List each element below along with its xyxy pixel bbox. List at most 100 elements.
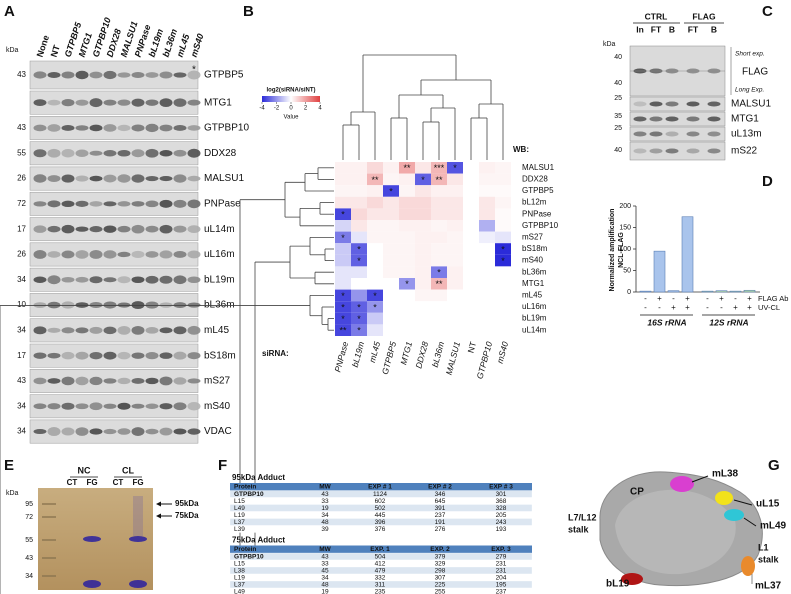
- table-title: 95kDa Adduct: [232, 473, 285, 482]
- blot-band: [173, 377, 187, 385]
- blot-band: [145, 428, 159, 435]
- significance-star: **: [435, 175, 443, 185]
- col-label: mL45: [367, 340, 382, 363]
- table-cell: 237: [496, 589, 507, 594]
- heatmap-cell: [383, 196, 399, 209]
- table-cell: GTPBP10: [234, 554, 264, 561]
- table-cell: L15: [234, 561, 245, 568]
- protein-highlight: [724, 509, 744, 521]
- y-tick-label: 0: [627, 289, 631, 296]
- condition-sign: +: [747, 303, 752, 312]
- significance-star: **: [435, 279, 443, 289]
- protein-band: [129, 536, 147, 542]
- y-tick-label: 50: [623, 267, 631, 274]
- heatmap-cell: [351, 301, 367, 313]
- blot-band: [159, 124, 173, 132]
- marker-label: 26: [17, 250, 26, 259]
- blot-band: [173, 225, 187, 233]
- heatmap-cell: [463, 220, 479, 232]
- heatmap-cell: [351, 324, 367, 336]
- blot-band: [47, 124, 61, 132]
- blot-band: [33, 225, 47, 233]
- table-cell: L39: [234, 526, 245, 533]
- blot-band: [173, 72, 187, 78]
- panel-label: E: [4, 457, 14, 474]
- heatmap-cell: [463, 324, 479, 336]
- heatmap-cell: [351, 312, 367, 325]
- heatmap-cell: [399, 220, 415, 232]
- blot-band: [89, 71, 103, 79]
- heatmap-cell: [415, 324, 431, 336]
- heatmap-cell: [479, 208, 495, 220]
- bar: [681, 216, 694, 293]
- col-label: mS40: [495, 340, 510, 364]
- marker-label: 34: [17, 401, 26, 410]
- significance-star: *: [357, 244, 361, 254]
- heatmap-cell: [463, 289, 479, 302]
- table-cell: 48: [321, 582, 329, 589]
- table-cell: 231: [496, 561, 507, 568]
- y-axis-label: Normalized amplification: [609, 209, 616, 292]
- blot-band: [686, 116, 700, 122]
- blot-band: [117, 201, 131, 207]
- table-cell: L38: [234, 568, 245, 575]
- protein-label: MALSU1: [204, 173, 244, 184]
- table-cell: 391: [435, 505, 446, 512]
- table-cell: 48: [321, 519, 329, 526]
- blot-band: [159, 327, 173, 334]
- bar: [743, 289, 756, 293]
- significance-star: *: [357, 256, 361, 266]
- blot-band: [145, 403, 159, 409]
- heatmap-cell: [463, 266, 479, 278]
- table-cell: 298: [435, 568, 446, 575]
- heatmap-cell: [431, 196, 447, 209]
- blot-band: [103, 301, 117, 309]
- blot-band: [89, 201, 103, 207]
- table-cell: 346: [435, 491, 446, 498]
- row-label: mS40: [522, 256, 543, 265]
- table-cell: 276: [435, 526, 446, 533]
- panel-label: D: [762, 173, 773, 190]
- blot-band: [173, 174, 187, 183]
- heatmap-cell: [399, 312, 415, 325]
- bar: [639, 290, 652, 293]
- protein-band: [83, 536, 101, 542]
- heatmap-cell: [335, 266, 351, 278]
- table-cell: 502: [375, 505, 386, 512]
- blot-band: [187, 99, 201, 106]
- significance-star: *: [341, 233, 345, 243]
- blot-band: [131, 250, 145, 259]
- condition-sign: -: [658, 303, 661, 312]
- heatmap-cell: [383, 278, 399, 290]
- condition-label: FLAG Ab: [758, 294, 788, 303]
- blot-band: [633, 131, 647, 137]
- blot-band: [47, 72, 61, 78]
- heatmap-cell: [479, 162, 495, 174]
- blot-band: [131, 224, 145, 234]
- heatmap-cell: [495, 324, 511, 336]
- condition-sign: -: [734, 294, 737, 303]
- heatmap-cell: [431, 231, 447, 244]
- row-label: mS27: [522, 233, 543, 242]
- heatmap-cell: [447, 289, 463, 302]
- marker-label: 25: [614, 125, 622, 132]
- blot-band: [707, 148, 721, 154]
- structure-label: uL15: [756, 499, 780, 510]
- heatmap-cell: [431, 254, 447, 267]
- blot-band: [649, 148, 663, 154]
- blot-band: [33, 149, 47, 158]
- table-cell: 19: [321, 505, 329, 512]
- col-label: PNPase: [332, 340, 350, 373]
- blot-band: [187, 148, 201, 158]
- protein-label: uL16m: [204, 249, 235, 260]
- blot-band: [61, 301, 75, 309]
- heatmap-cell: [431, 278, 447, 290]
- blot-band: [686, 101, 700, 107]
- heatmap-cell: [351, 254, 367, 267]
- condition-sign: +: [719, 294, 724, 303]
- row-label: PNPase: [522, 209, 552, 218]
- marker-label: 43: [17, 376, 26, 385]
- blot-band: [117, 225, 131, 233]
- blot-band: [103, 99, 117, 106]
- protein-band: [83, 580, 101, 588]
